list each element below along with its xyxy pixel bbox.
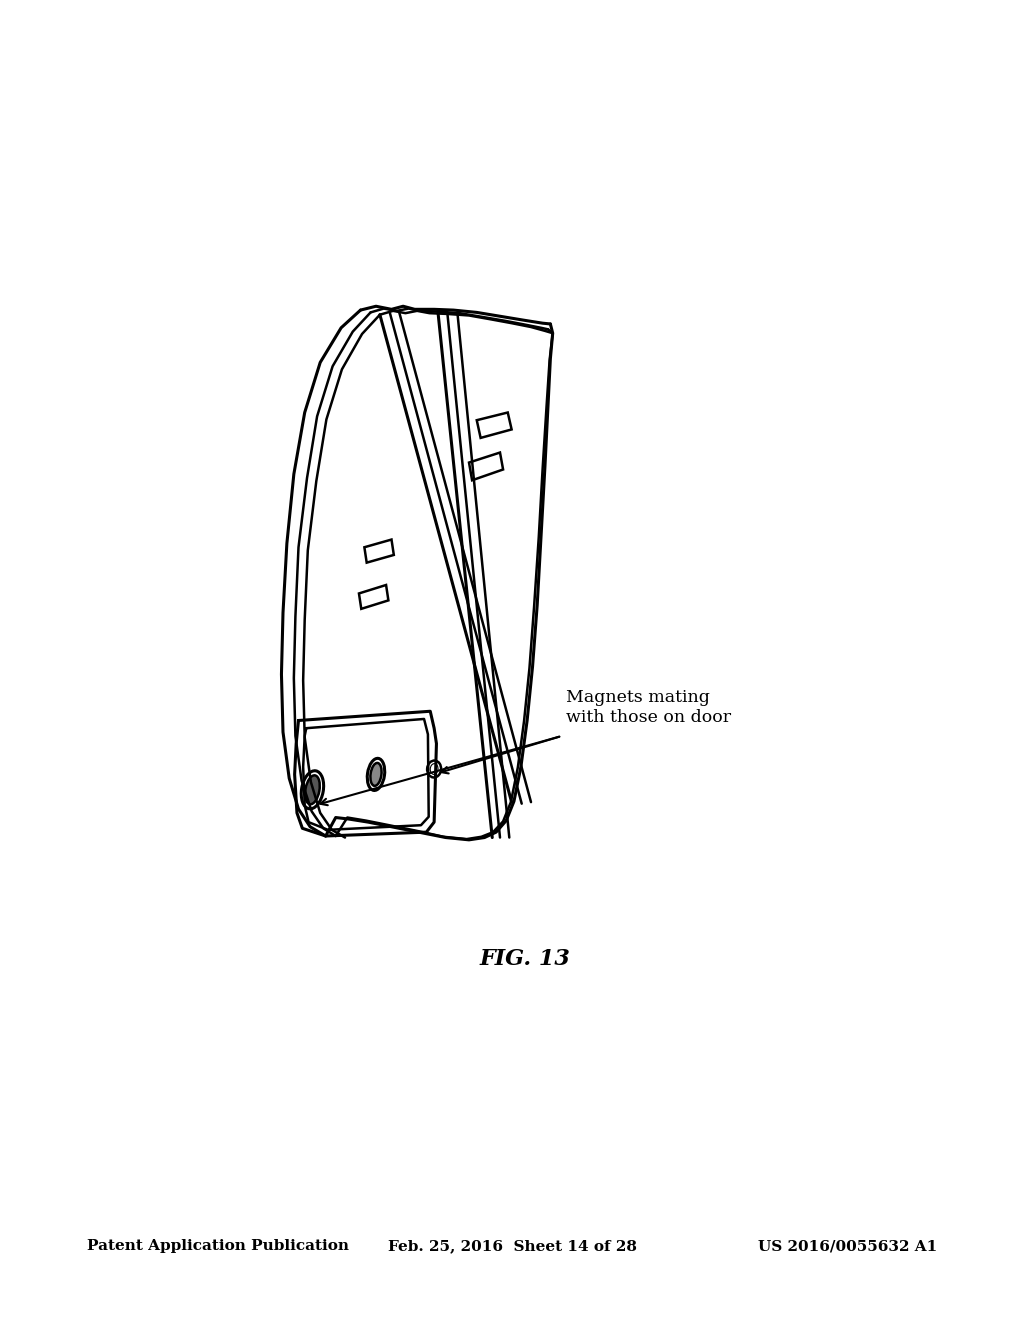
Text: Patent Application Publication: Patent Application Publication xyxy=(87,1239,349,1253)
Text: FIG. 13: FIG. 13 xyxy=(479,948,570,970)
Text: Magnets mating
with those on door: Magnets mating with those on door xyxy=(566,689,731,726)
Ellipse shape xyxy=(305,775,319,804)
Text: US 2016/0055632 A1: US 2016/0055632 A1 xyxy=(758,1239,937,1253)
Ellipse shape xyxy=(371,763,382,785)
Text: Feb. 25, 2016  Sheet 14 of 28: Feb. 25, 2016 Sheet 14 of 28 xyxy=(387,1239,637,1253)
